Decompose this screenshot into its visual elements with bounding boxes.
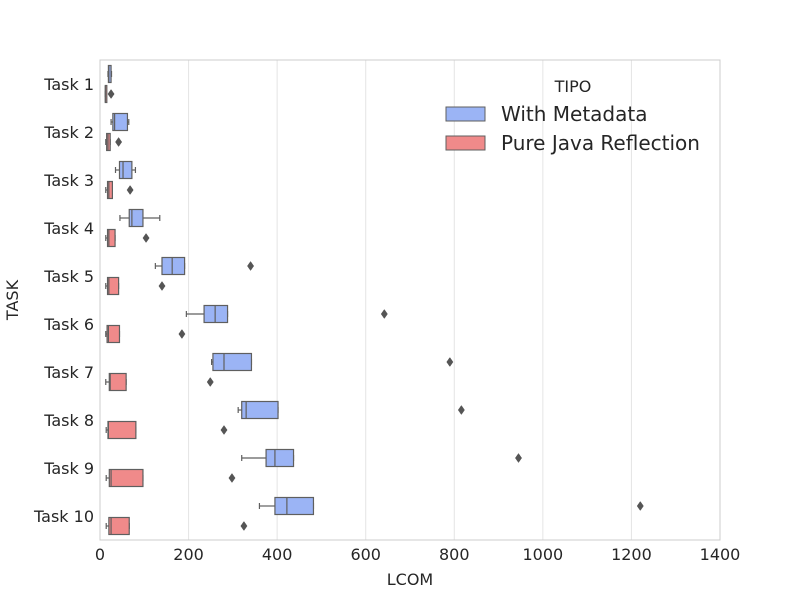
outlier-point [178, 329, 186, 339]
box-iqr [212, 352, 253, 372]
box-layer [104, 64, 644, 536]
box-iqr [118, 160, 133, 180]
x-tick-label: 400 [262, 545, 293, 564]
legend-swatch-pure-java-reflection [445, 135, 486, 151]
outlier-point [247, 261, 255, 271]
box-iqr [106, 276, 120, 296]
outlier-point [636, 501, 644, 511]
y-tick-label: Task 2 [43, 123, 94, 142]
outlier-point [457, 405, 465, 415]
box-iqr [108, 516, 130, 536]
y-tick-label: Task 1 [43, 75, 94, 94]
legend-label-with-metadata: With Metadata [501, 102, 647, 126]
box-iqr [128, 208, 144, 228]
outlier-point [380, 309, 388, 319]
box-iqr [108, 372, 127, 392]
box-iqr [274, 496, 315, 516]
x-tick-label: 800 [439, 545, 470, 564]
box-iqr [106, 324, 121, 344]
plot-frame [99, 59, 721, 541]
box-iqr [106, 228, 116, 248]
outlier-point [220, 425, 228, 435]
legend-title: TIPO [554, 77, 592, 96]
outlier-point [158, 281, 166, 291]
y-tick-label: Task 6 [43, 315, 94, 334]
legend-swatch-with-metadata [445, 106, 486, 122]
box-iqr [241, 400, 279, 420]
outlier-point [126, 185, 134, 195]
x-tick-label: 600 [350, 545, 381, 564]
y-tick-label: Task 3 [43, 171, 94, 190]
outlier-point [115, 137, 123, 147]
y-tick-label: Task 4 [43, 219, 94, 238]
y-tick-label: Task 9 [43, 459, 94, 478]
outlier-point [515, 453, 522, 463]
box-iqr [203, 304, 229, 324]
outlier-point [206, 377, 214, 387]
y-axis-label: TASK [3, 279, 22, 321]
x-axis-label: LCOM [387, 570, 433, 589]
y-tick-label: Task 8 [43, 411, 94, 430]
box-iqr [106, 180, 114, 200]
x-tick-label: 1200 [611, 545, 652, 564]
x-tick-label: 200 [173, 545, 204, 564]
outlier-point [446, 357, 454, 367]
outlier-point [240, 521, 248, 531]
outlier-point [228, 473, 236, 483]
x-tick-label: 1000 [522, 545, 563, 564]
tick-layer: 0 200 400 600 800 1000 1200 1400 Task 1 Task 2 Tas… [33, 75, 740, 564]
y-tick-label: Task 5 [43, 267, 94, 286]
x-tick-label: 0 [95, 545, 105, 564]
legend-label-pure-java-reflection: Pure Java Reflection [501, 131, 700, 155]
box-iqr [108, 468, 144, 488]
outlier-point [142, 233, 150, 243]
x-tick-label: 1400 [700, 545, 741, 564]
outlier-point [107, 89, 115, 99]
legend[interactable]: TIPO With Metadata Pure Java Reflection [445, 77, 700, 155]
y-tick-label: Task 7 [43, 363, 94, 382]
y-tick-label: Task 10 [33, 507, 94, 526]
box-iqr [112, 112, 129, 132]
box-iqr [265, 448, 295, 468]
box-iqr [107, 420, 137, 440]
box-iqr [161, 256, 186, 276]
